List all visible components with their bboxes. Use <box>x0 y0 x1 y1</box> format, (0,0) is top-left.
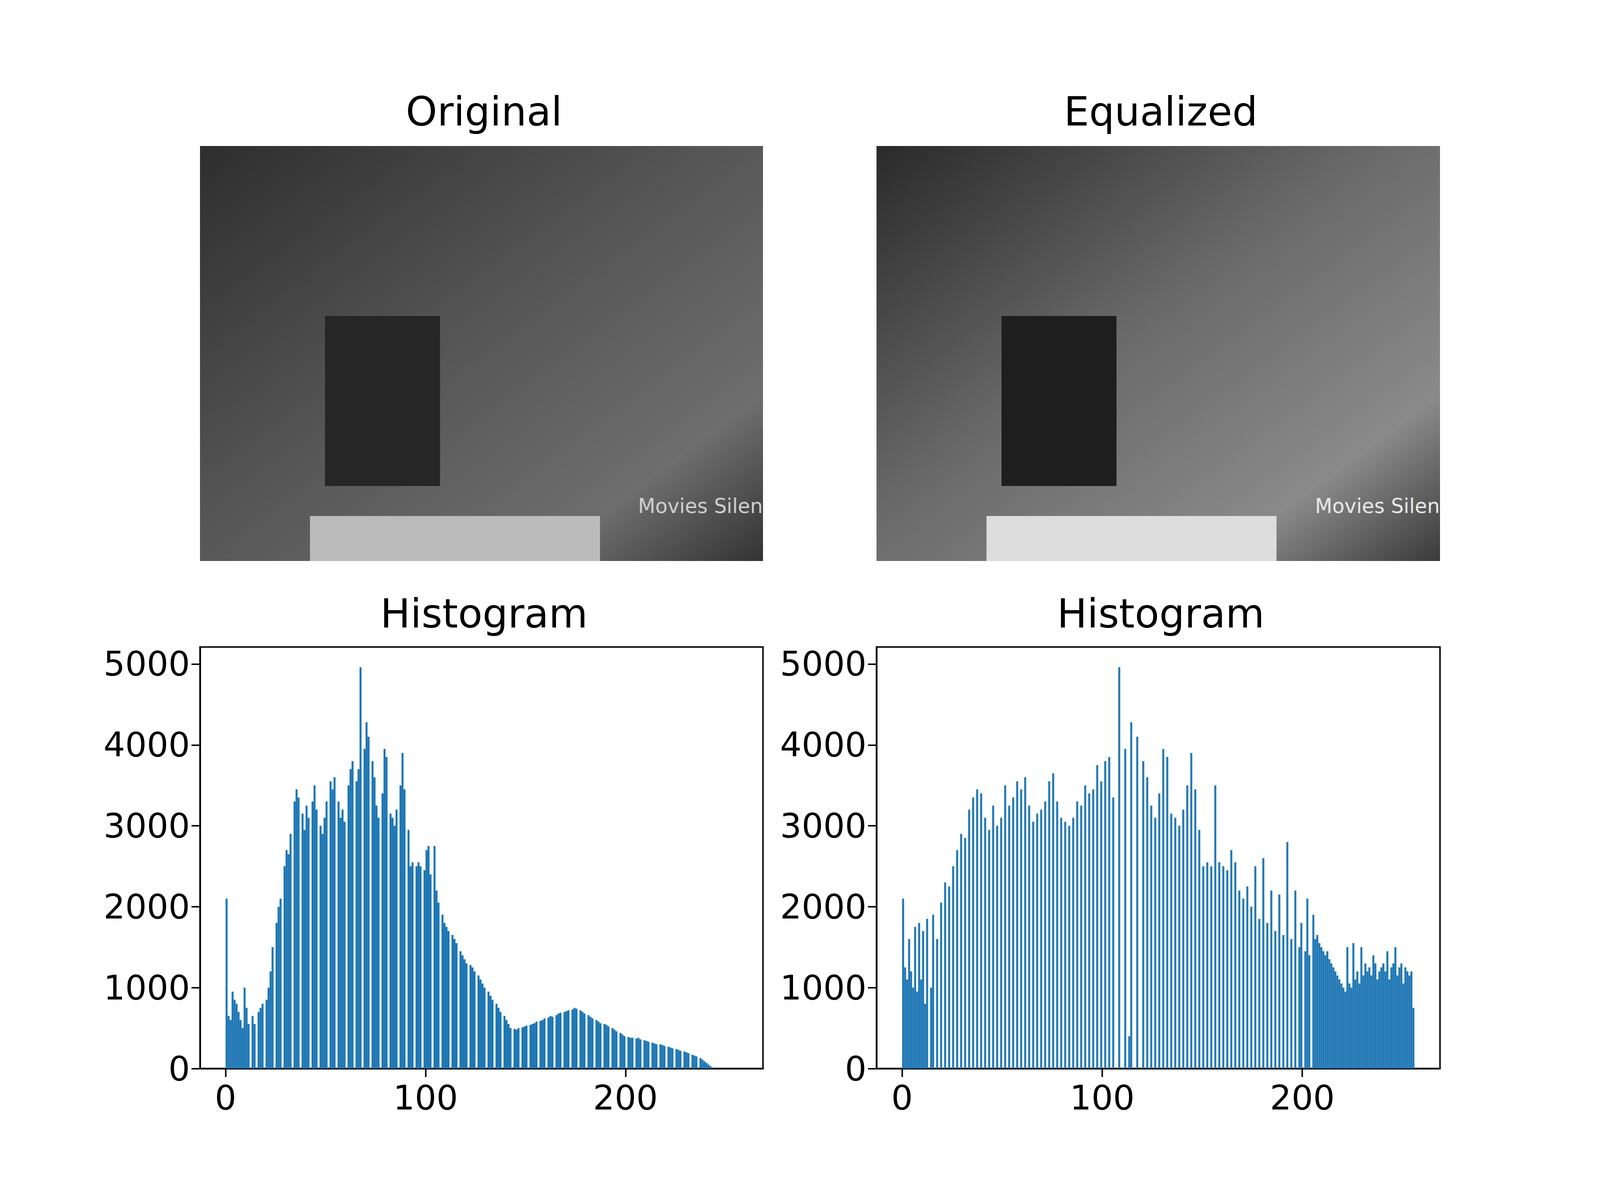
svg-text:3000: 3000 <box>780 806 867 846</box>
svg-text:Histogram: Histogram <box>380 590 588 637</box>
svg-text:Histogram: Histogram <box>1057 590 1265 637</box>
svg-text:0: 0 <box>215 1078 237 1118</box>
svg-text:5000: 5000 <box>103 644 190 684</box>
svg-text:100: 100 <box>393 1078 458 1118</box>
svg-text:Movies Silen: Movies Silen <box>638 494 763 518</box>
svg-text:0: 0 <box>891 1078 913 1118</box>
svg-text:Movies Silen: Movies Silen <box>1315 494 1440 518</box>
svg-text:4000: 4000 <box>780 725 867 765</box>
svg-text:3000: 3000 <box>103 806 190 846</box>
svg-text:2000: 2000 <box>103 887 190 927</box>
svg-text:Original: Original <box>405 88 562 135</box>
svg-text:5000: 5000 <box>780 644 867 684</box>
svg-text:200: 200 <box>1270 1078 1335 1118</box>
svg-text:0: 0 <box>845 1049 867 1089</box>
svg-text:0: 0 <box>168 1049 190 1089</box>
svg-text:1000: 1000 <box>780 968 867 1008</box>
svg-text:100: 100 <box>1070 1078 1135 1118</box>
svg-text:200: 200 <box>593 1078 658 1118</box>
svg-text:4000: 4000 <box>103 725 190 765</box>
svg-text:1000: 1000 <box>103 968 190 1008</box>
svg-text:2000: 2000 <box>780 887 867 927</box>
svg-text:Equalized: Equalized <box>1064 88 1258 135</box>
